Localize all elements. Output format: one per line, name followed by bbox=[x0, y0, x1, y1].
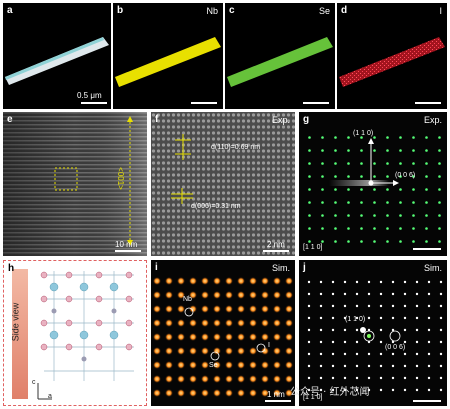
panel-e: e <001> 10 nm bbox=[3, 112, 147, 256]
tag-exp: Exp. bbox=[271, 115, 290, 125]
panel-f: f Exp. d(110)=0.69 nm d(006)=0.31 nm 2 n… bbox=[151, 112, 295, 256]
panel-j: j Sim. (1 1 0) (0 0 6) [1 1 0] bbox=[299, 260, 447, 406]
spot-110-label: (1 1 0) bbox=[353, 130, 374, 137]
zone-axis-label: [1 1 0] bbox=[303, 244, 323, 251]
axis-a-label: a bbox=[48, 393, 52, 400]
scale-bar bbox=[303, 102, 329, 104]
panel-label: h bbox=[8, 263, 15, 274]
scale-bar bbox=[413, 248, 441, 250]
panel-label: g bbox=[303, 114, 310, 125]
scale-bar-label: 1 nm bbox=[267, 390, 285, 399]
panel-h: h Side view c a bbox=[3, 260, 147, 406]
scale-bar-label: 2 nm bbox=[267, 240, 285, 249]
scale-bar bbox=[413, 400, 441, 402]
crystal-structure bbox=[12, 269, 134, 400]
side-view-label: Side view bbox=[10, 302, 21, 342]
panel-label: i bbox=[155, 262, 158, 273]
nb-map bbox=[115, 37, 221, 87]
panel-label: f bbox=[155, 114, 159, 125]
hrtem-image bbox=[151, 112, 295, 256]
i-map bbox=[339, 37, 445, 87]
saed-pattern bbox=[299, 132, 447, 250]
panel-label: d bbox=[341, 5, 348, 16]
panel-b: b Nb bbox=[113, 3, 223, 109]
se-map bbox=[227, 37, 333, 87]
scale-bar-label: 0.5 μm bbox=[77, 91, 102, 100]
spot-110-label: (1 1 0) bbox=[345, 316, 366, 323]
nanowire-image bbox=[5, 37, 109, 85]
panel-label: a bbox=[7, 5, 13, 16]
scale-bar bbox=[263, 250, 289, 252]
panel-i: i Sim. Nb I Se 1 nm bbox=[151, 260, 295, 406]
simulated-haadf bbox=[151, 276, 295, 398]
d110-label: d(110)=0.69 nm bbox=[211, 144, 261, 151]
axis-c-label: c bbox=[32, 379, 36, 386]
zone-axis-label: [1 1 0] bbox=[303, 394, 323, 401]
simulated-diffraction bbox=[299, 276, 447, 394]
scale-bar bbox=[191, 102, 217, 104]
element-tag: I bbox=[439, 6, 442, 16]
se-label: Se bbox=[209, 362, 218, 369]
nb-label: Nb bbox=[183, 296, 192, 303]
watermark: 公众号 · 红外芯闻 bbox=[290, 387, 370, 398]
panel-label: e bbox=[7, 114, 13, 125]
scale-bar bbox=[115, 250, 141, 252]
scale-bar-label: 10 nm bbox=[115, 240, 138, 249]
spot-006-label: (0 0 6) bbox=[385, 344, 406, 351]
panel-label: b bbox=[117, 5, 124, 16]
panel-label: c bbox=[229, 5, 235, 16]
i-label: I bbox=[268, 342, 270, 349]
tag-sim: Sim. bbox=[424, 263, 442, 273]
tag-exp: Exp. bbox=[423, 115, 442, 125]
scale-bar bbox=[415, 102, 441, 104]
element-tag: Se bbox=[318, 6, 330, 16]
panel-c: c Se bbox=[225, 3, 335, 109]
direction-label: <001> bbox=[115, 167, 125, 190]
d006-label: d(006)=0.31 nm bbox=[191, 203, 241, 210]
panel-g: g Exp. (1 1 0) (0 0 6) [1 1 0] bbox=[299, 112, 447, 256]
panel-label: j bbox=[303, 262, 306, 273]
tag-sim: Sim. bbox=[272, 263, 290, 273]
spot-006-label: (0 0 6) bbox=[395, 172, 416, 179]
tem-image bbox=[3, 112, 147, 256]
panel-a: a 0.5 μm bbox=[3, 3, 111, 109]
element-tag: Nb bbox=[206, 6, 218, 16]
scale-bar bbox=[265, 400, 291, 402]
panel-d: d I bbox=[337, 3, 447, 109]
scale-bar bbox=[81, 102, 107, 104]
